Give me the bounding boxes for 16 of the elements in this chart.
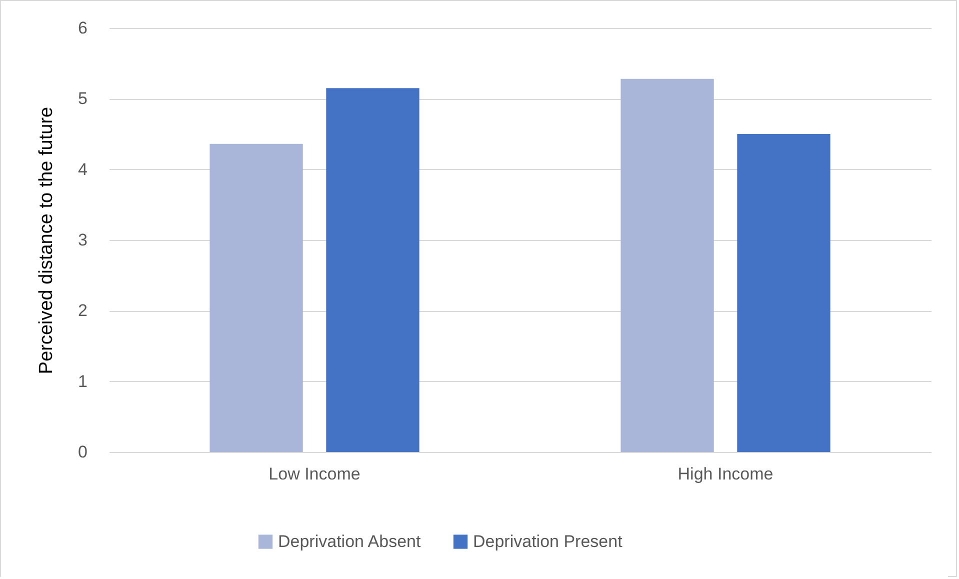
y-tick-label: 3 — [78, 230, 88, 250]
y-tick-label: 5 — [78, 89, 88, 108]
y-tick-label: 4 — [78, 160, 88, 179]
x-tick-label: High Income — [678, 464, 774, 484]
bar — [737, 134, 830, 452]
legend-label: Deprivation Absent — [278, 532, 421, 551]
bar — [620, 78, 714, 452]
y-tick-label: 0 — [78, 442, 88, 462]
y-axis-title: Perceived distance to the future — [36, 106, 58, 374]
bar — [326, 88, 420, 452]
y-tick-label: 6 — [78, 18, 88, 38]
legend-label: Deprivation Present — [473, 532, 623, 551]
bar — [210, 144, 303, 452]
y-tick-label: 2 — [78, 301, 88, 320]
x-tick-label: Low Income — [268, 464, 360, 484]
y-tick-label: 1 — [78, 372, 88, 391]
